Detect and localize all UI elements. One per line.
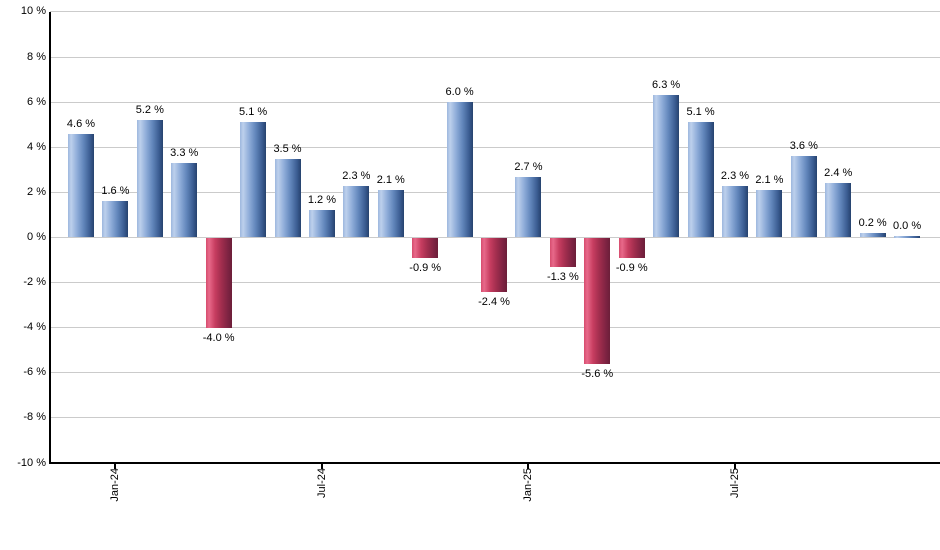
- y-axis-tick-label: 10 %: [20, 5, 46, 18]
- bar-value-label: -5.6 %: [581, 367, 614, 380]
- x-axis-tick-label: Jan-24: [109, 468, 122, 502]
- gridline: [50, 191, 940, 193]
- gridline: [50, 417, 940, 419]
- bar-value-label: 1.2 %: [307, 194, 336, 207]
- bar-positive: [446, 102, 473, 238]
- bar-value-label: 6.3 %: [652, 79, 681, 92]
- x-axis-tick: [733, 464, 736, 469]
- bar-negative: [481, 237, 508, 292]
- x-axis-tick: [320, 464, 323, 469]
- y-axis-tick-label: -2 %: [23, 276, 46, 289]
- bar-positive: [721, 185, 748, 238]
- y-axis-tick-label: -4 %: [23, 321, 46, 334]
- bar-value-label: -1.3 %: [546, 270, 579, 283]
- bar-value-label: 5.1 %: [686, 106, 715, 119]
- bar-negative: [618, 237, 645, 258]
- bar-positive: [68, 133, 94, 238]
- x-axis-tick-label: Jul-25: [728, 468, 741, 498]
- bar-value-label: -0.9 %: [409, 261, 442, 274]
- bar-positive: [894, 236, 921, 238]
- x-axis-tick: [527, 464, 530, 469]
- bar-value-label: 1.6 %: [101, 185, 130, 198]
- bar-value-label: -0.9 %: [615, 261, 648, 274]
- bar-positive: [515, 176, 542, 238]
- x-axis-line: [49, 462, 940, 464]
- x-axis-tick-label: Jan-25: [522, 468, 535, 502]
- bar-value-label: 2.4 %: [824, 167, 853, 180]
- bar-positive: [756, 190, 783, 238]
- y-axis-tick-label: -8 %: [23, 411, 46, 424]
- bar-value-label: 2.7 %: [514, 160, 543, 173]
- y-axis-tick-label: 2 %: [27, 185, 46, 198]
- bar-positive: [825, 183, 852, 238]
- y-axis-tick-label: 4 %: [27, 140, 46, 153]
- y-axis-tick-label: 0 %: [27, 231, 46, 243]
- gridline: [50, 101, 940, 103]
- gridline: [50, 327, 940, 329]
- bar-positive: [102, 201, 129, 238]
- bar-positive: [653, 95, 680, 238]
- bar-value-label: 2.1 %: [755, 174, 784, 187]
- gridline: [50, 56, 940, 58]
- bar-value-label: 3.3 %: [170, 147, 199, 160]
- bar-value-label: 2.3 %: [342, 169, 371, 182]
- bar-value-label: -4.0 %: [202, 331, 235, 344]
- bar-value-label: -2.4 %: [478, 295, 510, 308]
- bar-value-label: 2.1 %: [376, 174, 405, 187]
- x-axis-tick: [114, 464, 117, 469]
- gridline: [50, 372, 940, 374]
- bar-positive: [308, 210, 335, 238]
- bar-negative: [412, 237, 439, 258]
- bar-negative: [205, 237, 232, 328]
- bar-value-label: 3.6 %: [789, 140, 818, 153]
- gridline: [50, 146, 940, 148]
- bar-positive: [859, 232, 886, 238]
- bar-value-label: 3.5 %: [273, 142, 302, 155]
- y-axis-tick-label: -10 %: [17, 456, 46, 469]
- y-axis-tick-label: 8 %: [27, 50, 46, 63]
- bar-positive: [377, 190, 404, 238]
- bar-positive: [240, 122, 267, 238]
- bar-value-label: 4.6 %: [66, 117, 96, 130]
- bar-positive: [343, 185, 370, 238]
- bar-negative: [584, 237, 611, 364]
- y-axis-tick-label: -6 %: [23, 366, 46, 379]
- bar-positive: [687, 122, 714, 238]
- y-axis-tick-label: 6 %: [27, 95, 46, 108]
- bar-positive: [790, 156, 817, 238]
- bar-positive: [136, 120, 163, 238]
- y-axis-line: [49, 12, 51, 464]
- bar-negative: [549, 237, 576, 267]
- bar-value-label: 0.2 %: [858, 216, 887, 229]
- bar-value-label: 2.3 %: [720, 169, 750, 182]
- bar-value-label: 5.1 %: [239, 106, 268, 119]
- bar-value-label: 0.0 %: [893, 220, 922, 232]
- x-axis-tick-label: Jul-24: [315, 468, 328, 498]
- bar-value-label: 6.0 %: [445, 86, 474, 99]
- bar-positive: [171, 163, 198, 238]
- bar-value-label: 5.2 %: [135, 104, 164, 117]
- gridline: [50, 11, 940, 13]
- bar-positive: [274, 158, 301, 238]
